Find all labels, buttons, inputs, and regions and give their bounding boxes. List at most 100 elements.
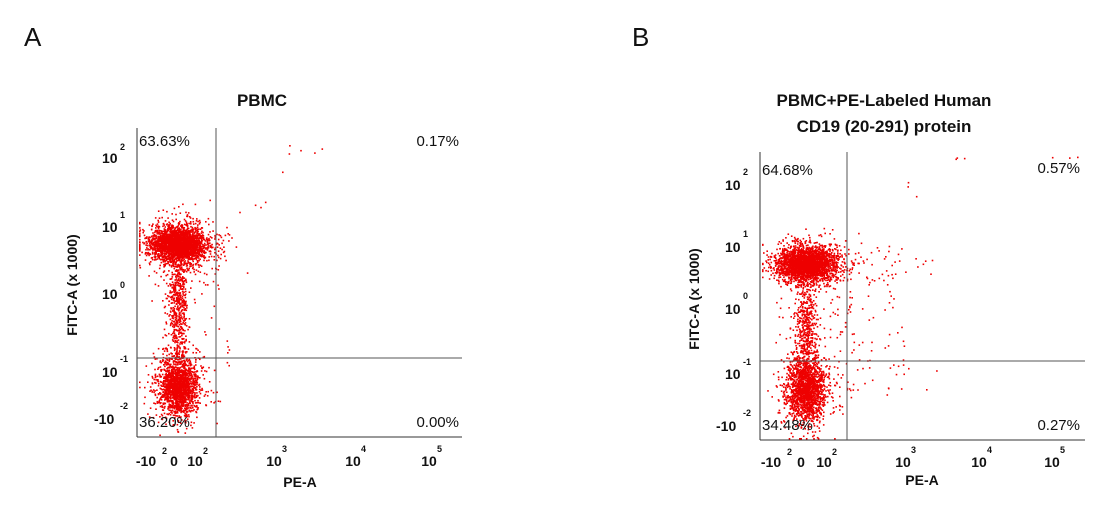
event-dot xyxy=(148,239,151,242)
event-dot xyxy=(198,238,200,240)
event-dot xyxy=(172,231,174,234)
event-dot xyxy=(157,221,160,223)
event-dot xyxy=(175,374,177,377)
event-dot xyxy=(184,319,186,322)
event-dot xyxy=(178,302,181,305)
event-dot xyxy=(186,398,188,401)
event-dot xyxy=(177,281,180,284)
event-dot xyxy=(145,252,148,254)
event-dot xyxy=(197,394,199,397)
event-dot xyxy=(188,222,190,225)
event-dot xyxy=(208,237,210,240)
event-dot xyxy=(177,279,180,281)
event-dot xyxy=(175,337,178,340)
event-dot xyxy=(173,384,176,386)
event-dot xyxy=(169,222,171,225)
event-dot xyxy=(181,309,183,312)
event-dot xyxy=(181,270,184,272)
event-dot xyxy=(164,305,167,308)
event-dot xyxy=(188,244,190,246)
event-dot xyxy=(156,389,158,391)
event-dot xyxy=(139,245,141,248)
event-dot xyxy=(182,355,184,358)
event-dot xyxy=(226,226,228,229)
event-dot xyxy=(183,249,186,252)
event-dot xyxy=(218,234,220,236)
event-dot xyxy=(181,401,183,403)
event-dot xyxy=(166,384,168,386)
event-dot xyxy=(176,382,178,384)
event-dot xyxy=(182,203,184,206)
event-dot xyxy=(169,239,171,241)
event-dot xyxy=(185,231,187,234)
event-dot xyxy=(176,423,179,426)
event-dot xyxy=(183,306,185,309)
event-dot xyxy=(183,367,185,370)
event-dot xyxy=(183,323,185,325)
event-dot xyxy=(179,288,182,290)
event-dot xyxy=(178,206,180,208)
event-dot xyxy=(183,315,185,317)
event-dot xyxy=(199,221,201,224)
event-dot xyxy=(170,363,172,366)
event-dot xyxy=(176,306,179,308)
event-dot xyxy=(176,243,179,245)
event-dot xyxy=(203,242,206,245)
event-dot xyxy=(158,243,160,246)
event-dot xyxy=(147,253,149,255)
event-dot xyxy=(154,237,156,240)
event-dot xyxy=(177,263,180,266)
event-dot xyxy=(189,258,192,260)
event-dot xyxy=(176,264,178,266)
event-dot xyxy=(205,248,207,250)
event-dot xyxy=(194,373,197,376)
event-dot xyxy=(175,336,178,338)
event-dot xyxy=(193,254,196,257)
event-dot xyxy=(164,392,166,395)
event-dot xyxy=(167,369,169,372)
event-dot xyxy=(173,330,176,332)
event-dot xyxy=(139,243,141,246)
event-dot xyxy=(177,329,180,332)
event-dot xyxy=(169,245,171,247)
event-dot xyxy=(172,252,175,255)
event-dot xyxy=(190,409,193,412)
event-dot xyxy=(163,263,165,266)
event-dot xyxy=(195,220,198,222)
event-dot xyxy=(190,231,192,233)
event-dot xyxy=(217,250,220,252)
event-dot xyxy=(178,236,181,238)
event-dot xyxy=(168,226,171,229)
event-dot xyxy=(196,251,199,253)
event-dot xyxy=(173,254,176,256)
event-dot xyxy=(173,234,176,236)
event-dot xyxy=(207,390,209,393)
event-dot xyxy=(170,242,173,245)
event-dot xyxy=(182,250,184,253)
event-dot xyxy=(180,269,182,271)
event-dot xyxy=(179,280,181,282)
event-dot xyxy=(219,257,222,260)
event-dot xyxy=(178,353,180,356)
event-dot xyxy=(181,372,184,375)
event-dot xyxy=(173,228,176,231)
event-dot xyxy=(185,255,188,257)
event-dot xyxy=(189,389,191,391)
event-dot xyxy=(175,292,177,294)
event-dot xyxy=(177,227,179,230)
event-dot xyxy=(176,352,179,354)
event-dot xyxy=(220,253,222,256)
event-dot xyxy=(165,258,168,260)
event-dot xyxy=(197,257,200,259)
event-dot xyxy=(246,272,249,274)
event-dot xyxy=(180,242,182,244)
event-dot xyxy=(180,389,182,391)
event-dot xyxy=(195,382,197,384)
event-dot xyxy=(196,383,198,386)
event-dot xyxy=(205,391,207,393)
event-dot xyxy=(160,230,163,233)
event-dot xyxy=(175,276,177,278)
event-dot xyxy=(178,316,180,318)
event-dot xyxy=(186,215,188,218)
event-dot xyxy=(166,273,169,276)
